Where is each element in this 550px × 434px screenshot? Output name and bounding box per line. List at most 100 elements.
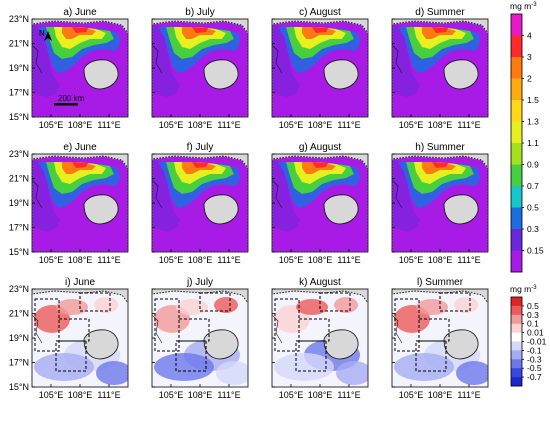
longitude-tick-label: 105°E (279, 120, 304, 130)
colorbar-swatch (511, 350, 522, 360)
difference-patch (216, 361, 248, 385)
hainan-island (83, 329, 119, 360)
region-box (55, 340, 87, 372)
longitude-tick-label: 108°E (428, 120, 453, 130)
colorbar-tick-label: 0.3 (527, 224, 539, 234)
colorbar-swatch (511, 323, 522, 333)
shelf-contour (32, 20, 128, 117)
chlorophyll-band (32, 160, 60, 232)
longitude-tick-label: 108°E (188, 390, 213, 400)
colorbar-tick-label: 0.5 (527, 203, 539, 213)
panel-title: a) June (63, 7, 97, 18)
chlorophyll-band (192, 27, 208, 33)
longitude-tick-label: 111°E (337, 120, 360, 130)
longitude-tick-label: 108°E (68, 390, 93, 400)
shelf-contour (152, 155, 248, 252)
map-panel: l) Summer (391, 277, 489, 388)
region-box (79, 292, 111, 312)
latitude-tick-label: 21°N (9, 174, 29, 184)
latitude-tick-label: 17°N (9, 88, 29, 98)
hainan-island (83, 59, 119, 90)
colorbar-swatch (511, 164, 522, 187)
colorbar-swatch (511, 297, 522, 307)
panel-title: g) August (299, 142, 341, 153)
north-label: N (39, 29, 45, 38)
colorbar-tick-label: 0.9 (527, 160, 539, 170)
colorbar-tick-label: 1.5 (527, 95, 539, 105)
difference-patch (96, 361, 128, 385)
colorbar-tick-label: 0.7 (527, 181, 539, 191)
longitude-tick-label: 105°E (39, 390, 64, 400)
longitude-tick-label: 108°E (308, 255, 333, 265)
shelf-contour (272, 155, 368, 252)
map-panel: d) Summer (391, 7, 489, 118)
border-line (32, 44, 43, 74)
colorbar-tick-label: 0.1 (527, 319, 539, 329)
longitude-tick-label: 108°E (428, 390, 453, 400)
colorbar-swatch (511, 359, 522, 369)
hainan-island (443, 329, 479, 360)
difference-patch (274, 353, 334, 381)
hainan-island (323, 194, 359, 225)
panel-title: d) Summer (415, 7, 465, 18)
chlorophyll-band (62, 27, 96, 39)
map-panel: g) August (271, 142, 369, 253)
chlorophyll-band (182, 162, 216, 174)
map-panel: e) June (31, 142, 129, 253)
longitude-axis: 105°E 108°E 111°E 105°E 108°E 111°E 105°E 108°E… (39, 120, 481, 400)
map-panel: c) August (271, 7, 369, 118)
panel-title: e) June (63, 142, 97, 153)
panel-title: i) June (65, 277, 95, 288)
difference-patch (334, 297, 358, 313)
colorbar-swatch (511, 341, 522, 351)
latitude-tick-label: 17°N (9, 358, 29, 368)
panel-title: f) July (187, 142, 214, 153)
region-box (415, 340, 447, 372)
colorbar-tick-label: 0.01 (527, 328, 544, 338)
latitude-tick-label: 15°N (9, 382, 29, 392)
difference-patch (416, 299, 448, 315)
colorbar-tick-label: -0.5 (527, 363, 542, 373)
colorbar-swatch (511, 368, 522, 378)
map-panel: i) June (31, 277, 129, 388)
longitude-tick-label: 111°E (217, 120, 240, 130)
border-line (152, 44, 163, 74)
chlorophyll-band (432, 27, 448, 33)
colorbar-swatch (511, 229, 522, 251)
colorbar-tick-label: 0.5 (527, 301, 539, 311)
map-panel: a) June N 200 km (31, 7, 129, 118)
colorbar-swatch (511, 121, 522, 144)
map-panel: k) August (271, 277, 369, 388)
map-panel: j) July (151, 277, 249, 388)
difference-patch (456, 361, 488, 385)
colorbar-swatch (511, 35, 522, 58)
latitude-tick-label: 21°N (9, 309, 29, 319)
colorbar-swatch (511, 207, 522, 230)
colorbar-tick-label: -0.7 (527, 372, 542, 382)
longitude-tick-label: 111°E (457, 390, 480, 400)
panel-title: c) August (299, 7, 341, 18)
chlorophyll-band (152, 25, 180, 97)
map-panel: h) Summer (391, 142, 489, 253)
region-box (319, 292, 351, 312)
hainan-island (203, 194, 239, 225)
longitude-tick-label: 111°E (97, 120, 120, 130)
colorbar-swatch (511, 250, 522, 273)
longitude-tick-label: 111°E (337, 390, 360, 400)
shelf-contour (152, 290, 248, 387)
chlorophyll-band (422, 27, 456, 39)
border-line (32, 179, 43, 209)
hainan-island (83, 194, 119, 225)
colorbar-swatch (511, 14, 522, 36)
latitude-tick-label: 15°N (9, 247, 29, 257)
colorbar-swatch (511, 305, 522, 316)
latitude-tick-label: 23°N (9, 284, 29, 294)
difference-patch (56, 299, 88, 315)
longitude-tick-label: 111°E (457, 120, 480, 130)
colorbar-swatch (511, 332, 522, 342)
colorbar-swatch (511, 57, 522, 79)
chlorophyll-band (392, 160, 420, 232)
map-panels: a) June N 200 km b) July c) August d) Summer e… (31, 7, 489, 388)
difference-patch (296, 299, 328, 315)
